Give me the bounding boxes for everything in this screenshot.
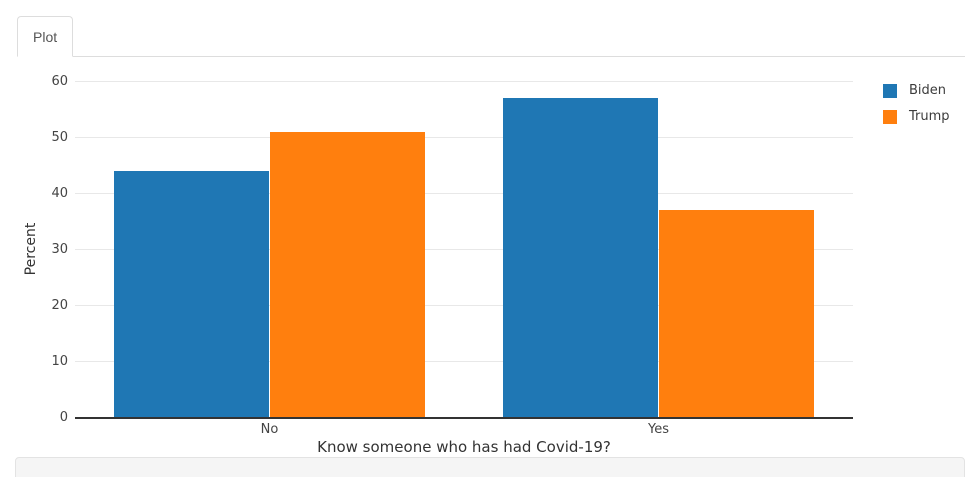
gridline-y20 bbox=[75, 305, 853, 306]
y-tick-label-60: 60 bbox=[51, 73, 68, 89]
legend-label-trump: Trump bbox=[909, 109, 950, 124]
gridline-y40 bbox=[75, 193, 853, 194]
bar-biden-yes bbox=[502, 98, 659, 418]
tab-plot[interactable]: Plot bbox=[17, 16, 74, 57]
chart-legend: Biden Trump bbox=[883, 84, 950, 136]
x-category-label-yes: Yes bbox=[648, 422, 669, 437]
bar-trump-yes bbox=[658, 210, 815, 418]
y-tick-label-10: 10 bbox=[51, 353, 68, 369]
y-tick-label-20: 20 bbox=[51, 297, 68, 313]
gridline-y50 bbox=[75, 137, 853, 138]
legend-swatch-trump bbox=[883, 110, 897, 124]
gridline-y60 bbox=[75, 81, 853, 82]
y-tick-label-0: 0 bbox=[59, 409, 68, 425]
tabbar-divider bbox=[17, 56, 965, 57]
legend-swatch-biden bbox=[883, 84, 897, 98]
bottom-panel bbox=[15, 457, 965, 477]
y-tick-label-30: 30 bbox=[51, 241, 68, 257]
bar-biden-no bbox=[113, 171, 270, 418]
legend-item-trump: Trump bbox=[883, 110, 950, 124]
gridline-y30 bbox=[75, 249, 853, 250]
legend-item-biden: Biden bbox=[883, 84, 950, 98]
legend-label-biden: Biden bbox=[909, 83, 947, 98]
y-tick-label-40: 40 bbox=[51, 185, 68, 201]
gridline-y10 bbox=[75, 361, 853, 362]
x-axis-title: Know someone who has had Covid-19? bbox=[317, 438, 611, 456]
y-tick-label-50: 50 bbox=[51, 129, 68, 145]
x-category-label-no: No bbox=[260, 422, 279, 437]
bar-trump-no bbox=[269, 131, 426, 418]
x-axis-line bbox=[75, 416, 853, 419]
